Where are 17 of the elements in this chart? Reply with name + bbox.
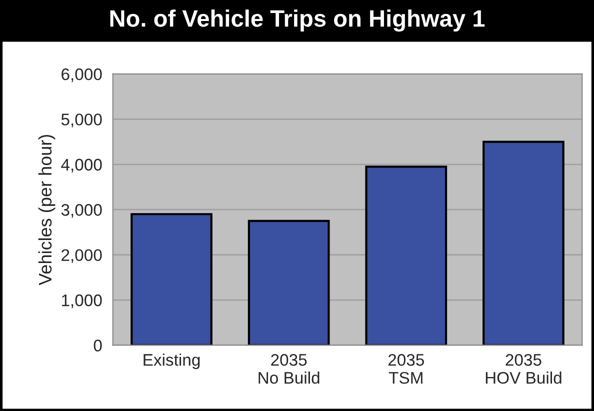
y-tick-label: 6,000 [62,68,102,82]
y-axis-title: Vehicles (per hour) [38,134,56,286]
bar [248,220,330,346]
x-tick-label: 2035 HOV Build [486,354,562,384]
bar [130,213,212,346]
chart-title: No. of Vehicle Trips on Highway 1 [110,9,485,32]
y-tick-label: 1,000 [62,294,102,308]
bar [365,166,448,346]
x-tick-label: 2035 No Build [258,354,320,384]
y-tick-label: 3,000 [61,204,102,218]
y-tick-label: 4,000 [61,158,102,173]
y-tick-label: 5,000 [61,114,102,128]
bar [482,140,564,346]
x-tick-label: 2035 TSM [388,354,424,384]
y-tick-label: 0 [94,340,102,352]
y-tick-label: 2,000 [62,249,102,263]
x-tick-label: Existing [144,354,200,370]
